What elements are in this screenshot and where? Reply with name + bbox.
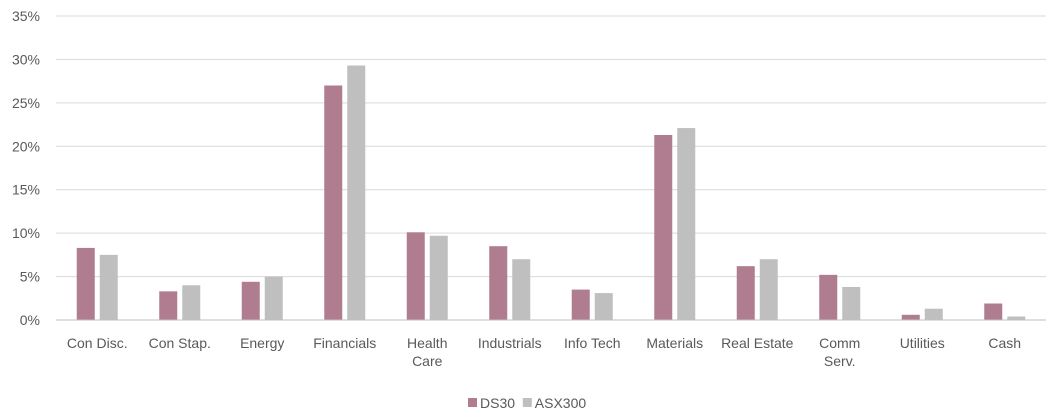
bar-asx300: [924, 308, 943, 320]
bar-asx300: [182, 285, 201, 320]
gridlines: [56, 15, 1046, 278]
bar-asx300: [759, 259, 778, 320]
y-tick-label: 10%: [12, 225, 40, 241]
bar-ds30: [241, 281, 260, 320]
y-tick-label: 5%: [20, 269, 40, 285]
x-category-label: Info Tech: [564, 335, 621, 351]
legend-swatch: [468, 398, 477, 407]
x-category-label: Comm Serv.: [819, 335, 860, 369]
x-category-label: Cash: [988, 335, 1021, 351]
x-category-label: Con Disc.: [67, 335, 128, 351]
bars: [76, 65, 1026, 320]
x-category-label: Real Estate: [721, 335, 794, 351]
y-tick-label: 25%: [12, 95, 40, 111]
bar-ds30: [984, 303, 1003, 320]
bar-ds30: [324, 85, 343, 320]
bar-ds30: [654, 134, 673, 320]
bar-asx300: [99, 254, 118, 320]
x-category-label: Utilities: [900, 335, 945, 351]
bar-ds30: [736, 266, 755, 320]
legend-label: DS30: [480, 395, 515, 411]
bar-asx300: [264, 276, 283, 320]
bar-ds30: [489, 246, 508, 320]
bar-asx300: [842, 286, 861, 320]
x-category-label: Materials: [646, 335, 703, 351]
bar-ds30: [819, 274, 838, 320]
x-category-label: Industrials: [478, 335, 542, 351]
bar-ds30: [159, 291, 178, 320]
bar-ds30: [901, 314, 920, 320]
y-tick-label: 35%: [12, 8, 40, 24]
legend-swatch: [522, 398, 532, 407]
bar-asx300: [347, 65, 366, 320]
x-category-label: Energy: [240, 335, 284, 351]
legend-label: ASX300: [535, 395, 587, 411]
bar-asx300: [677, 128, 696, 320]
y-tick-label: 30%: [12, 51, 40, 67]
bar-asx300: [512, 259, 531, 320]
y-tick-label: 20%: [12, 138, 40, 154]
bar-ds30: [406, 232, 425, 320]
y-axis-tick-labels: 0% 5% 10% 15% 20% 25% 30% 35%: [12, 8, 40, 328]
x-category-label: Con Stap.: [149, 335, 211, 351]
bar-asx300: [594, 293, 613, 320]
y-tick-label: 15%: [12, 182, 40, 198]
x-axis-category-labels: Con Disc. Con Stap. Energy Financials Health…: [67, 335, 1021, 369]
x-category-label: Health Care: [407, 335, 447, 369]
legend: DS30 ASX300: [468, 395, 586, 411]
bar-asx300: [429, 235, 448, 320]
bar-ds30: [571, 289, 590, 320]
x-category-label: Financials: [313, 335, 376, 351]
bar-asx300: [1007, 316, 1026, 320]
y-tick-label: 0%: [20, 312, 40, 328]
bar-ds30: [76, 247, 95, 320]
